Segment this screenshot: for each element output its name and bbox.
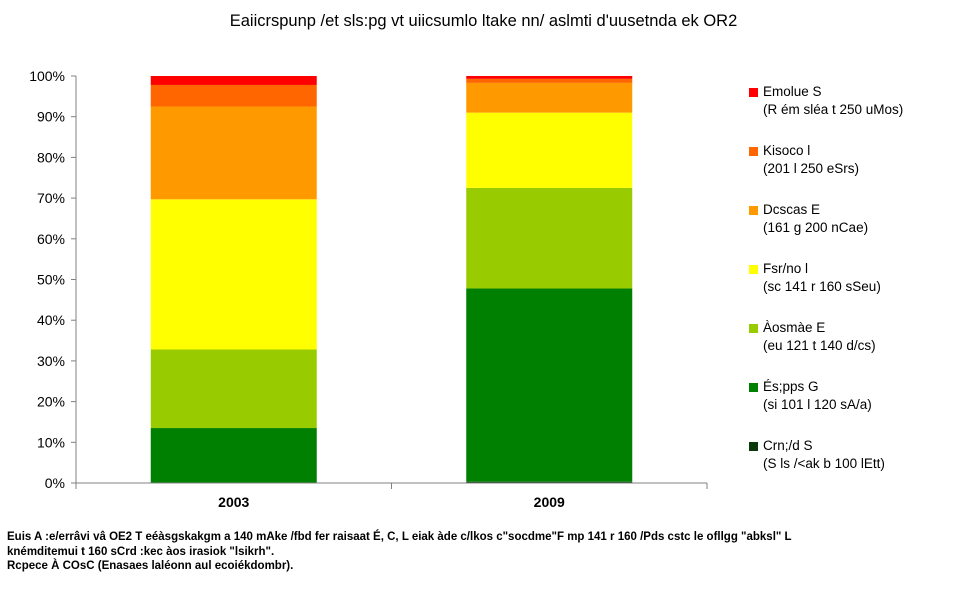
legend-label: Kisoco l (763, 143, 811, 158)
legend-swatch (749, 383, 758, 392)
legend-sublabel: (si 101 l 120 sA/a) (763, 397, 872, 412)
legend-sublabel: (S ls /<ak b 100 lEtt) (763, 456, 885, 471)
y-tick-label: 60% (37, 231, 65, 247)
chart-title: Eaiicrspunp /et sls:pg vt uiicsumlo ltak… (229, 12, 738, 30)
y-tick-label: 10% (37, 434, 65, 450)
y-tick-label: 50% (37, 272, 65, 288)
bar-segment (466, 78, 633, 83)
bar-segment (466, 481, 633, 483)
legend-swatch (749, 88, 758, 97)
legend-label: Àosmàe E (763, 320, 826, 335)
legend-swatch (749, 324, 758, 333)
footnote-line-2: knémditemui t 160 sCrd :kec àos irasiok … (7, 545, 275, 558)
legend-swatch (749, 147, 758, 156)
legend-label: És;pps G (763, 379, 819, 394)
legend-sublabel: (sc 141 r 160 sSeu) (763, 279, 881, 294)
legend-sublabel: (R ém sléa t 250 uMos) (763, 102, 904, 117)
y-tick-label: 20% (37, 394, 65, 410)
bar-segment (466, 76, 633, 79)
y-tick-label: 100% (29, 68, 65, 84)
bar-segment (466, 112, 633, 188)
y-tick-label: 30% (37, 353, 65, 369)
y-tick-label: 70% (37, 190, 65, 206)
legend-label: Crn;/d S (763, 438, 813, 453)
chart-footnote: Euis A :e/errâvi vâ OE2 T eéàsgskakgm a … (7, 530, 962, 574)
x-tick-label: 2009 (534, 494, 565, 510)
bar-segment (150, 428, 317, 483)
legend-swatch (749, 206, 758, 215)
bar-segment (150, 106, 317, 200)
legend-sublabel: (161 g 200 nCae) (763, 220, 869, 235)
legend-swatch (749, 442, 758, 451)
bar-segment (150, 76, 317, 85)
bar-segment (150, 349, 317, 429)
y-tick-label: 40% (37, 312, 65, 328)
y-tick-label: 80% (37, 149, 65, 165)
bar-segment (466, 187, 633, 289)
legend-sublabel: (eu 121 t 140 d/cs) (763, 338, 876, 353)
x-tick-label: 2003 (218, 494, 249, 510)
y-tick-label: 90% (37, 109, 65, 125)
legend-swatch (749, 265, 758, 274)
y-tick-label: 0% (45, 475, 65, 491)
bar-segment (150, 84, 317, 107)
bar-segment (466, 82, 633, 113)
legend-label: Dcscas E (763, 202, 821, 217)
footnote-line-3: Rcpece À COsC (Enasaes laléonn aul ecoié… (7, 560, 294, 572)
legend-sublabel: (201 l 250 eSrs) (763, 161, 860, 176)
bar-segment (466, 288, 633, 482)
bar-segment (150, 199, 317, 350)
legend-label: Fsr/no l (763, 261, 809, 276)
legend-label: Emolue S (763, 84, 822, 99)
footnote-line-1: Euis A :e/errâvi vâ OE2 T eéàsgskakgm a … (7, 531, 792, 543)
